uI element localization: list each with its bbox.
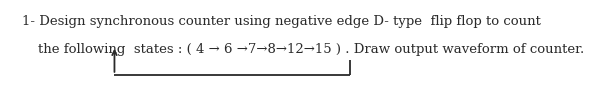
Text: the following  states : ( 4 → 6 →7→8→12→15 ) . Draw output waveform of counter.: the following states : ( 4 → 6 →7→8→12→1…: [38, 42, 585, 56]
Text: 1- Design synchronous counter using negative edge D- type  flip flop to count: 1- Design synchronous counter using nega…: [22, 15, 541, 28]
